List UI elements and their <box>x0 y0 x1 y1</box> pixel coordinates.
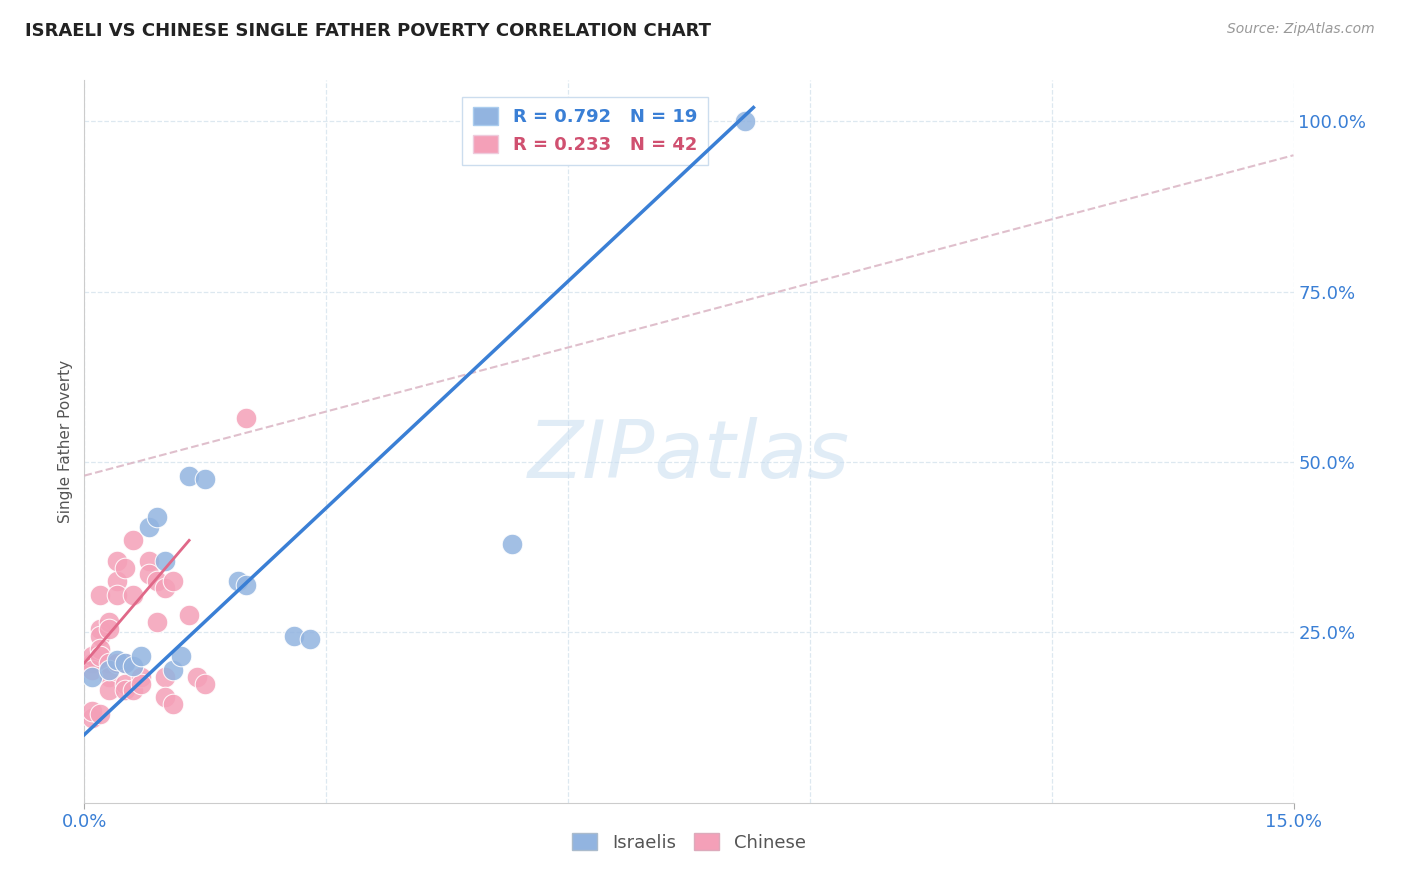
Point <box>114 656 136 670</box>
Point <box>194 472 217 486</box>
Point <box>82 656 104 670</box>
Point <box>162 697 184 711</box>
Point <box>153 690 176 705</box>
Point <box>97 656 120 670</box>
Legend: Israelis, Chinese: Israelis, Chinese <box>565 826 813 859</box>
Point <box>129 649 152 664</box>
Text: ISRAELI VS CHINESE SINGLE FATHER POVERTY CORRELATION CHART: ISRAELI VS CHINESE SINGLE FATHER POVERTY… <box>25 22 711 40</box>
Point <box>179 468 201 483</box>
Point <box>97 670 120 684</box>
Point <box>153 581 176 595</box>
Point <box>146 509 169 524</box>
Y-axis label: Single Father Poverty: Single Father Poverty <box>58 360 73 523</box>
Point <box>146 574 169 589</box>
Point <box>82 663 104 677</box>
Text: Source: ZipAtlas.com: Source: ZipAtlas.com <box>1227 22 1375 37</box>
Point <box>170 649 193 664</box>
Point <box>129 670 152 684</box>
Point <box>82 704 104 718</box>
Point <box>105 653 128 667</box>
Text: ZIPatlas: ZIPatlas <box>527 417 851 495</box>
Point <box>114 656 136 670</box>
Point <box>138 554 160 568</box>
Point <box>186 670 208 684</box>
Point <box>105 554 128 568</box>
Point <box>299 632 322 647</box>
Point <box>121 533 143 548</box>
Point <box>121 659 143 673</box>
Point <box>105 588 128 602</box>
Point <box>138 567 160 582</box>
Point <box>121 683 143 698</box>
Point <box>89 649 111 664</box>
Point <box>89 707 111 722</box>
Point <box>89 622 111 636</box>
Point <box>129 676 152 690</box>
Point <box>146 615 169 630</box>
Point <box>97 663 120 677</box>
Point <box>89 588 111 602</box>
Point <box>162 663 184 677</box>
Point <box>89 642 111 657</box>
Point <box>105 656 128 670</box>
Point <box>121 588 143 602</box>
Point <box>235 577 257 591</box>
Point <box>97 622 120 636</box>
Point <box>114 683 136 698</box>
Point <box>138 520 160 534</box>
Point <box>82 710 104 724</box>
Point <box>153 670 176 684</box>
Point <box>82 670 104 684</box>
Point <box>734 114 756 128</box>
Point <box>162 574 184 589</box>
Point <box>235 410 257 425</box>
Point <box>97 615 120 630</box>
Point <box>226 574 249 589</box>
Point <box>153 554 176 568</box>
Point <box>501 537 523 551</box>
Point <box>97 683 120 698</box>
Point <box>105 574 128 589</box>
Point <box>114 676 136 690</box>
Point <box>179 608 201 623</box>
Point <box>89 629 111 643</box>
Point <box>82 649 104 664</box>
Point <box>194 676 217 690</box>
Point <box>114 560 136 574</box>
Point <box>283 629 305 643</box>
